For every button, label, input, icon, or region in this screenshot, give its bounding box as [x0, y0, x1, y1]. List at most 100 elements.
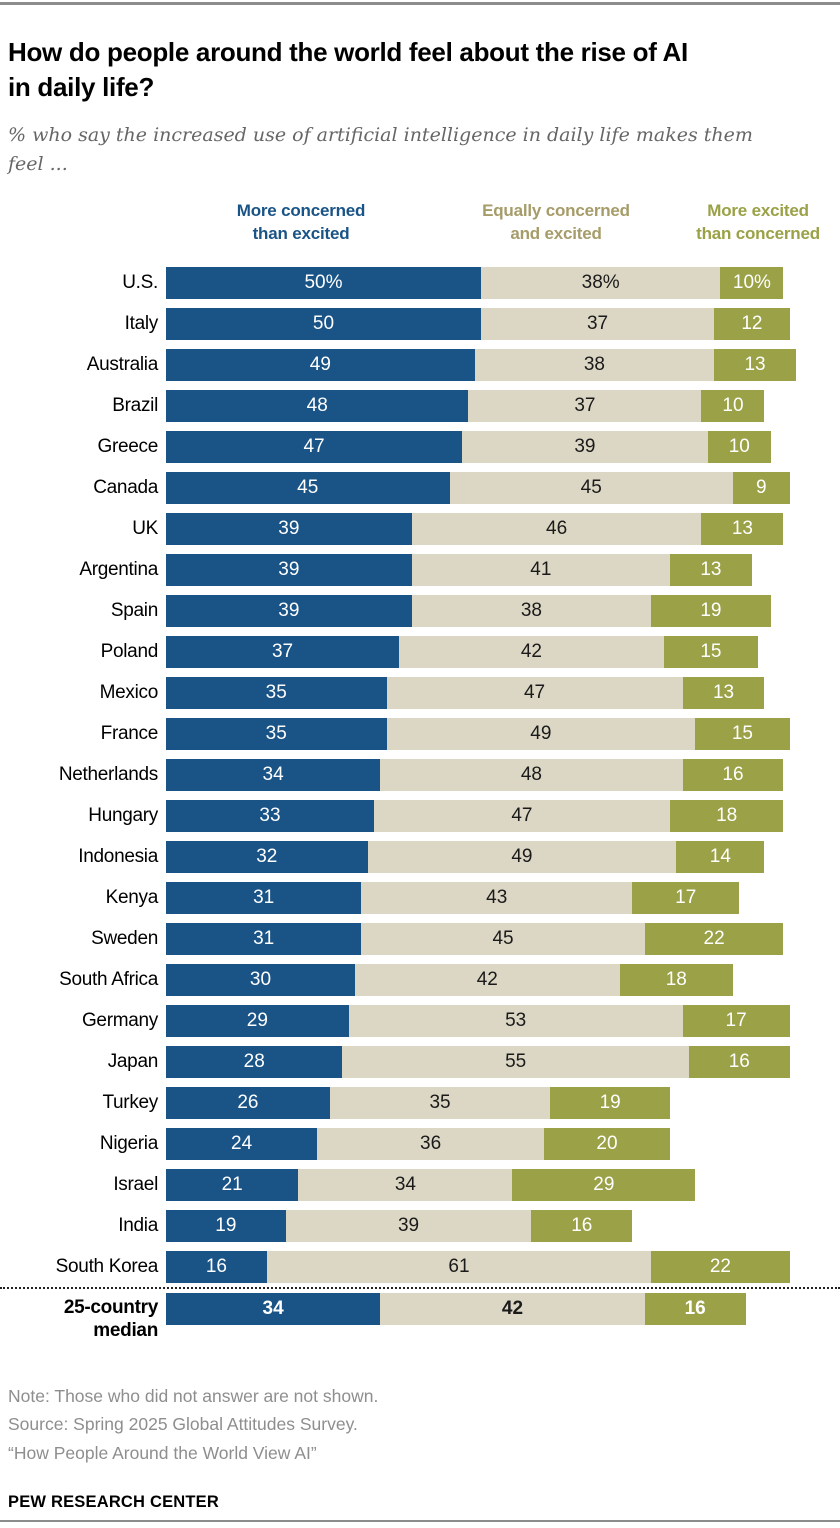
legend-headers: More concerned than excited Equally concer…	[166, 200, 840, 245]
median-separator	[0, 1287, 840, 1290]
chart-row: South Africa 30 42 18	[8, 964, 840, 997]
chart-row: Sweden 31 45 22	[8, 923, 840, 956]
bar-group: 48 37 10	[166, 390, 765, 423]
chart-row: Netherlands 34 48 16	[8, 759, 840, 792]
bar-group: 30 42 18	[166, 964, 733, 997]
bar-segment-concerned: 34	[166, 1293, 381, 1326]
bar-group: 21 34 29	[166, 1169, 696, 1202]
bar-segment-equal: 42	[380, 1293, 645, 1326]
bar-segment-equal: 46	[411, 513, 702, 546]
bar-group: 50 37 12	[166, 308, 790, 341]
chart-row: Brazil 48 37 10	[8, 390, 840, 423]
bar-segment-excited: 9	[733, 472, 790, 505]
chart-row: Poland 37 42 15	[8, 636, 840, 669]
bar-group: 28 55 16	[166, 1046, 790, 1079]
chart-row: Japan 28 55 16	[8, 1046, 840, 1079]
chart-row: Indonesia 32 49 14	[8, 841, 840, 874]
bar-segment-concerned: 26	[166, 1087, 330, 1120]
bar-segment-concerned: 29	[166, 1005, 349, 1038]
bar-segment-excited: 29	[512, 1169, 696, 1202]
bar-segment-equal: 38%	[481, 267, 721, 300]
bar-segment-excited: 20	[543, 1128, 670, 1161]
chart-row: Argentina 39 41 13	[8, 554, 840, 587]
bar-segment-equal: 48	[380, 759, 683, 792]
legend-item-line: More concerned	[236, 201, 366, 221]
country-label: South Korea	[55, 1256, 159, 1278]
country-label: U.S.	[122, 272, 158, 294]
country-label: 25-country median	[63, 1297, 158, 1342]
bar-segment-excited: 15	[663, 636, 759, 669]
bar-segment-concerned: 31	[166, 882, 362, 915]
country-label: Turkey	[102, 1092, 158, 1114]
bar-segment-concerned: 37	[166, 636, 400, 669]
bar-segment-equal: 61	[266, 1251, 652, 1284]
bar-segment-equal: 49	[367, 841, 677, 874]
country-label: Poland	[100, 641, 159, 663]
citation-line: “How People Around the World View AI”	[8, 1442, 317, 1463]
bar-segment-excited: 16	[682, 759, 784, 792]
bar-group: 34 42 16	[166, 1293, 746, 1326]
bottom-rule	[0, 1520, 840, 1522]
bar-group: 47 39 10	[166, 431, 771, 464]
bar-segment-excited: 16	[644, 1293, 746, 1326]
chart-row: Hungary 33 47 18	[8, 800, 840, 833]
country-label: Mexico	[99, 682, 159, 704]
bar-group: 50% 38% 10%	[166, 267, 784, 300]
country-label: Argentina	[79, 559, 158, 581]
country-label: Germany	[81, 1010, 158, 1032]
bar-segment-equal: 42	[355, 964, 620, 997]
chart-row: India 19 39 16	[8, 1210, 840, 1243]
bar-segment-equal: 39	[285, 1210, 532, 1243]
bar-segment-concerned: 35	[166, 718, 387, 751]
country-label: UK	[132, 518, 158, 540]
bar-segment-equal: 45	[361, 923, 645, 956]
notes-block: Note: Those who did not answer are not s…	[8, 1382, 832, 1467]
bar-segment-excited: 22	[644, 923, 784, 956]
country-label: Japan	[107, 1051, 159, 1073]
bar-group: 33 47 18	[166, 800, 784, 833]
bar-segment-equal: 55	[342, 1046, 689, 1079]
bar-segment-concerned: 39	[166, 595, 412, 628]
bar-segment-equal: 39	[462, 431, 708, 464]
bar-segment-excited: 10%	[720, 267, 784, 300]
bar-group: 45 45 9	[166, 472, 790, 505]
bar-segment-excited: 18	[669, 800, 784, 833]
bar-group: 19 39 16	[166, 1210, 633, 1243]
country-label: Spain	[110, 600, 158, 622]
country-label: France	[100, 723, 159, 745]
bar-segment-concerned: 39	[166, 554, 412, 587]
bar-group: 39 38 19	[166, 595, 771, 628]
bar-segment-concerned: 16	[166, 1251, 267, 1284]
bar-segment-excited: 19	[651, 595, 771, 628]
chart-row: Australia 49 38 13	[8, 349, 840, 382]
bar-group: 39 41 13	[166, 554, 752, 587]
bar-segment-excited: 17	[632, 882, 740, 915]
bar-segment-excited: 13	[682, 677, 765, 710]
chart-row: Italy 50 37 12	[8, 308, 840, 341]
bar-segment-concerned: 28	[166, 1046, 343, 1079]
country-label: Greece	[97, 436, 158, 458]
note-line: Note: Those who did not answer are not s…	[8, 1386, 379, 1407]
bar-segment-concerned: 21	[166, 1169, 299, 1202]
chart-row: Nigeria 24 36 20	[8, 1128, 840, 1161]
bar-segment-concerned: 49	[166, 349, 475, 382]
bar-segment-concerned: 39	[166, 513, 412, 546]
country-label: Kenya	[105, 887, 159, 909]
country-label: Indonesia	[78, 846, 158, 868]
stacked-bar-chart: U.S. 50% 38% 10% Italy 50 37 12 Australia 49 38 13 B…	[0, 267, 840, 1342]
bar-segment-excited: 16	[531, 1210, 633, 1243]
country-label: India	[118, 1215, 158, 1237]
bar-segment-concerned: 31	[166, 923, 362, 956]
legend-item-line: than concerned	[696, 223, 820, 243]
bar-group: 29 53 17	[166, 1005, 790, 1038]
country-label: Israel	[113, 1174, 158, 1196]
bar-segment-concerned: 33	[166, 800, 374, 833]
bar-segment-concerned: 24	[166, 1128, 318, 1161]
bar-segment-equal: 53	[348, 1005, 683, 1038]
legend-item-0: More concerned than excited	[166, 200, 436, 245]
bar-segment-concerned: 34	[166, 759, 381, 792]
bar-segment-equal: 37	[481, 308, 715, 341]
bar-segment-excited: 10	[707, 431, 771, 464]
bar-group: 31 43 17	[166, 882, 740, 915]
bar-segment-excited: 13	[669, 554, 752, 587]
